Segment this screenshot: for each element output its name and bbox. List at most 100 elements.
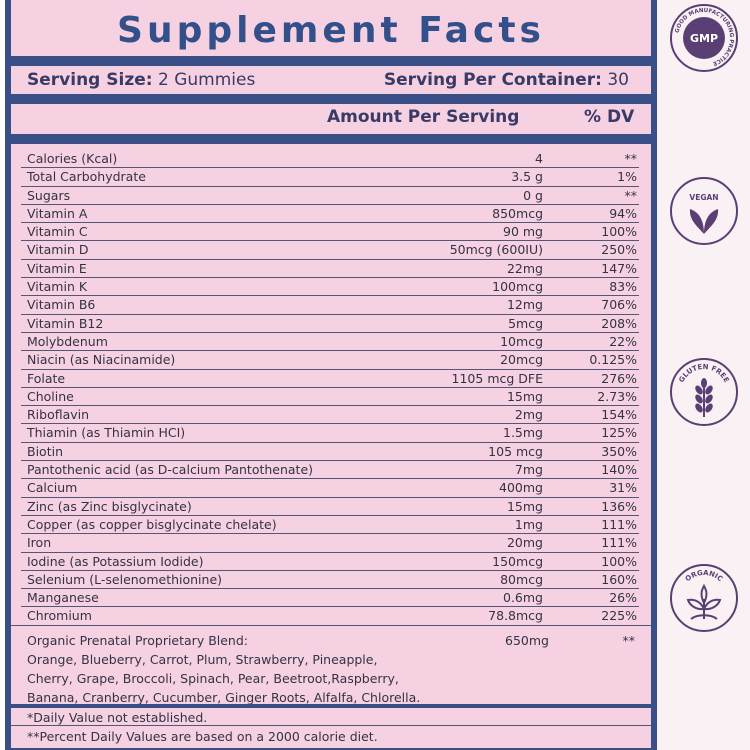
nutrient-amount: 90 mg <box>503 224 543 240</box>
nutrient-daily-value: ** <box>624 151 638 166</box>
footnote-calorie-diet: **Percent Daily Values are based on a 20… <box>27 729 378 744</box>
nutrient-name: Iron <box>27 535 52 551</box>
nutrient-amount: 400mg <box>499 480 543 496</box>
nutrient-daily-value: 2.73% <box>597 388 637 404</box>
nutrient-table: Calories (Kcal) 4 ** Total Carbohydrate 3.5 … <box>21 150 639 626</box>
nutrient-amount: 22mg <box>506 260 543 276</box>
nutrient-name: Molybdenum <box>27 333 108 349</box>
nutrient-row: Vitamin D 50mcg (600IU) 250% <box>21 241 639 260</box>
nutrient-name: Chromium <box>27 608 92 624</box>
nutrient-name: Riboflavin <box>27 407 90 423</box>
nutrient-row: Pantothenic acid (as D-calcium Pantothen… <box>21 461 639 480</box>
blend-daily-value: ** <box>622 633 636 648</box>
blend-ingredient-line: Cherry, Grape, Broccoli, Spinach, Pear, … <box>27 671 399 686</box>
organic-sprout-icon: ORGANIC <box>670 564 738 632</box>
nutrient-name: Total Carbohydrate <box>27 169 146 185</box>
nutrient-daily-value: 1% <box>617 169 637 185</box>
serving-rule <box>11 94 651 104</box>
nutrient-name: Vitamin D <box>27 242 89 258</box>
nutrient-row: Chromium 78.8mcg 225% <box>21 607 639 626</box>
nutrient-amount: 0.6mg <box>503 590 543 606</box>
nutrient-daily-value: 94% <box>609 205 637 221</box>
title-rule <box>11 56 651 66</box>
nutrient-name: Calories (Kcal) <box>27 151 118 166</box>
nutrient-daily-value: 125% <box>601 425 637 441</box>
nutrient-daily-value: 31% <box>609 480 637 496</box>
nutrient-row: Biotin 105 mcg 350% <box>21 443 639 462</box>
gmp-label: GMP <box>690 32 718 45</box>
nutrient-row: Manganese 0.6mg 26% <box>21 589 639 608</box>
wheat-icon: GLUTEN FREE <box>670 358 738 426</box>
nutrient-name: Vitamin K <box>27 279 88 295</box>
nutrient-amount: 15mg <box>506 388 543 404</box>
nutrient-amount: 100mcg <box>492 279 543 295</box>
nutrient-name: Vitamin E <box>27 260 87 276</box>
nutrient-name: Vitamin B6 <box>27 297 96 313</box>
nutrient-name: Calcium <box>27 480 78 496</box>
nutrient-amount: 20mg <box>506 535 543 551</box>
vegan-leaf-icon: VEGAN <box>670 177 738 245</box>
serving-size-value: 2 Gummies <box>157 70 256 90</box>
nutrient-name: Folate <box>27 370 66 386</box>
header-rule <box>11 134 651 144</box>
nutrient-daily-value: 208% <box>601 315 637 331</box>
nutrient-row: Calories (Kcal) 4 ** <box>21 150 639 169</box>
nutrient-row: Total Carbohydrate 3.5 g 1% <box>21 168 639 187</box>
nutrient-amount: 15mg <box>506 498 543 514</box>
blend-name: Organic Prenatal Proprietary Blend: <box>27 633 249 648</box>
blend-amount: 650mg <box>505 633 549 648</box>
nutrient-row: Vitamin B6 12mg 706% <box>21 296 639 315</box>
nutrient-amount: 5mcg <box>508 315 543 331</box>
nutrient-daily-value: 22% <box>609 333 637 349</box>
nutrient-daily-value: 136% <box>601 498 637 514</box>
nutrient-name: Vitamin B12 <box>27 315 104 331</box>
nutrient-amount: 1.5mg <box>503 425 543 441</box>
nutrient-name: Copper (as copper bisglycinate chelate) <box>27 516 277 532</box>
nutrient-row: Riboflavin 2mg 154% <box>21 406 639 425</box>
nutrient-amount: 850mcg <box>492 205 543 221</box>
nutrient-name: Zinc (as Zinc bisglycinate) <box>27 498 192 514</box>
amount-per-serving-header: Amount Per Serving <box>327 107 520 127</box>
nutrient-row: Copper (as copper bisglycinate chelate) 1… <box>21 516 639 535</box>
footnote-divider <box>11 725 651 726</box>
nutrient-name: Iodine (as Potassium Iodide) <box>27 553 204 569</box>
nutrient-amount: 4 <box>535 151 543 166</box>
nutrient-amount: 105 mcg <box>488 443 543 459</box>
nutrient-row: Thiamin (as Thiamin HCI) 1.5mg 125% <box>21 424 639 443</box>
servings-per-container-label: Serving Per Container: <box>383 70 602 90</box>
nutrient-daily-value: 100% <box>601 224 637 240</box>
nutrient-name: Biotin <box>27 443 63 459</box>
blend-ingredient-line: Orange, Blueberry, Carrot, Plum, Strawbe… <box>27 652 378 667</box>
nutrient-amount: 10mcg <box>500 333 543 349</box>
nutrient-daily-value: 100% <box>601 553 637 569</box>
nutrient-daily-value: 250% <box>601 242 637 258</box>
nutrient-name: Selenium (L-selenomethionine) <box>27 571 223 587</box>
nutrient-name: Pantothenic acid (as D-calcium Pantothen… <box>27 462 314 478</box>
nutrient-amount: 0 g <box>523 187 543 203</box>
nutrient-amount: 1105 mcg DFE <box>451 370 543 386</box>
nutrient-name: Sugars <box>27 187 71 203</box>
gmp-seal-icon: GOOD MANUFACTURING PRACTICE GMP <box>670 4 738 72</box>
nutrient-row: Iron 20mg 111% <box>21 534 639 553</box>
nutrient-daily-value: 706% <box>601 297 637 313</box>
nutrient-row: Niacin (as Niacinamide) 20mcg 0.125% <box>21 351 639 370</box>
nutrient-name: Vitamin C <box>27 224 88 240</box>
nutrient-amount: 150mcg <box>492 553 543 569</box>
nutrient-name: Thiamin (as Thiamin HCI) <box>27 425 186 441</box>
nutrient-row: Iodine (as Potassium Iodide) 150mcg 100% <box>21 553 639 571</box>
nutrient-name: Manganese <box>27 590 99 606</box>
nutrient-amount: 78.8mcg <box>488 608 543 624</box>
nutrient-daily-value: 0.125% <box>589 352 637 368</box>
blend-rule <box>11 625 651 626</box>
certification-badges: GOOD MANUFACTURING PRACTICE GMP VEGAN GL… <box>657 0 750 750</box>
nutrient-daily-value: 83% <box>609 279 637 295</box>
nutrient-amount: 80mcg <box>500 571 543 587</box>
nutrient-row: Vitamin C 90 mg 100% <box>21 223 639 242</box>
svg-text:ORGANIC: ORGANIC <box>684 569 724 583</box>
organic-label: ORGANIC <box>684 569 724 583</box>
nutrient-row: Molybdenum 10mcg 22% <box>21 333 639 352</box>
blend-ingredient-line: Banana, Cranberry, Cucumber, Ginger Root… <box>27 690 421 705</box>
nutrient-amount: 7mg <box>514 462 543 478</box>
nutrient-daily-value: 147% <box>601 260 637 276</box>
proprietary-blend: Organic Prenatal Proprietary Blend: 650m… <box>27 631 637 707</box>
